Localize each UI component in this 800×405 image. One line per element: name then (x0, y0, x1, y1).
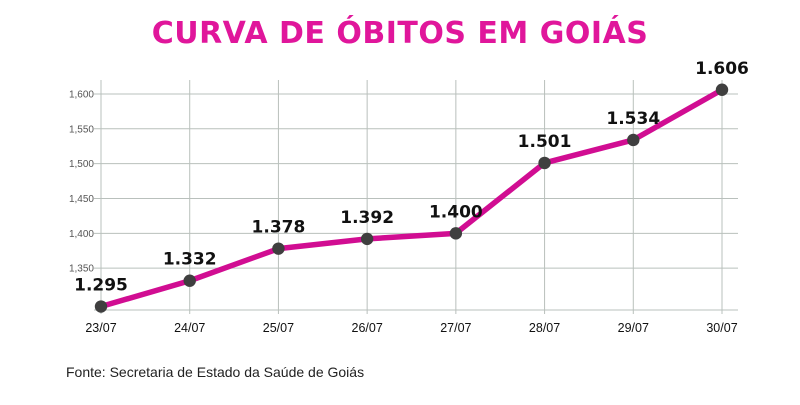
data-point (272, 242, 285, 255)
data-label: 1.378 (252, 218, 306, 238)
data-label: 1.392 (340, 208, 394, 228)
data-point (94, 300, 108, 313)
y-axis-ticks: 1,350 1,400 1,450 1,500 1,550 1,600 (69, 89, 94, 274)
x-tick-label: 26/07 (352, 321, 383, 335)
data-point (449, 227, 463, 240)
data-points (94, 83, 729, 313)
x-tick-label: 29/07 (618, 321, 649, 335)
x-tick-label: 25/07 (263, 321, 294, 335)
source-note: Fonte: Secretaria de Estado da Saúde de … (66, 364, 365, 380)
data-point (538, 156, 551, 170)
data-label: 1.400 (429, 202, 483, 222)
data-point (715, 83, 729, 96)
series-line-path (98, 87, 725, 310)
data-labels: 1.295 1.332 1.378 1.392 1.400 1.501 1.534 1.606 (74, 59, 749, 296)
x-axis-ticks: 23/07 24/07 25/07 26/07 27/07 28/07 29/07 30/07 (85, 321, 737, 335)
data-label: 1.606 (695, 59, 749, 79)
data-label: 1.501 (518, 132, 572, 152)
x-tick-label: 27/07 (440, 321, 471, 335)
data-point (360, 232, 374, 246)
data-label: 1.534 (606, 109, 660, 129)
data-label: 1.332 (163, 250, 217, 270)
y-tick-label: 1,600 (69, 89, 94, 100)
data-point (627, 133, 640, 147)
x-tick-label: 24/07 (174, 321, 205, 335)
y-tick-label: 1,400 (69, 229, 94, 240)
series-line (98, 87, 725, 310)
x-tick-label: 30/07 (706, 321, 737, 335)
x-tick-label: 28/07 (529, 321, 560, 335)
y-tick-label: 1,450 (69, 194, 94, 205)
data-label: 1.295 (74, 276, 128, 296)
y-tick-label: 1,500 (69, 159, 94, 170)
chart-title: CURVA DE ÓBITOS EM GOIÁS (151, 16, 649, 51)
y-tick-label: 1,550 (69, 124, 94, 135)
data-point (183, 274, 196, 287)
y-tick-label: 1,350 (69, 264, 94, 275)
x-tick-label: 23/07 (85, 321, 116, 335)
